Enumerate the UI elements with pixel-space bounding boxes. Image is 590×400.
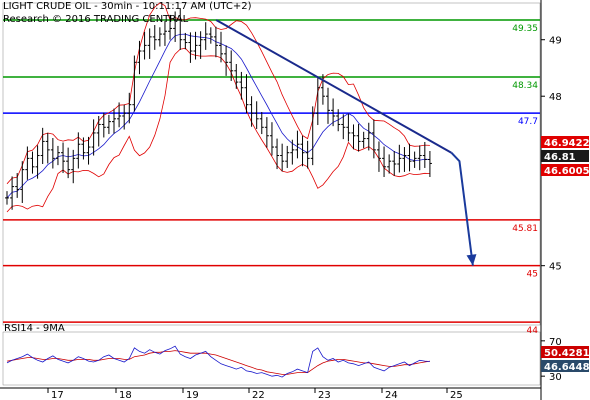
level-label: 45.81: [512, 224, 538, 234]
level-label: 47.7: [518, 117, 538, 127]
price-badge-label: 46.9422: [544, 138, 590, 149]
price-badge-label: 46.81: [544, 152, 576, 163]
price-badge-bollinger: [541, 164, 589, 176]
x-tick-label: 19: [186, 390, 199, 400]
x-tick-label: 22: [252, 390, 265, 400]
level-label: 45: [527, 270, 538, 280]
rsi-y-tick-label: 70: [549, 337, 562, 348]
rsi-badge-label: 50.4281: [544, 348, 590, 359]
price-badge-last: [541, 150, 589, 162]
rsi-panel-title: RSI14 - 9MA: [4, 323, 65, 334]
x-tick-label: 25: [450, 390, 463, 400]
forecast-arrow-head: [466, 254, 477, 266]
chart-title: LIGHT CRUDE OIL - 30min - 10:11:17 AM (U…: [3, 1, 252, 12]
y-tick-label: 45: [549, 262, 562, 273]
rsi-ma-line: [6, 350, 430, 375]
bollinger-upper-line: [6, 2, 430, 185]
chart-subtitle: Research © 2016 TRADING CENTRAL: [3, 14, 189, 25]
rsi-badge-label: 46.6448: [544, 362, 590, 373]
y-tick-label: 49: [549, 36, 562, 47]
level-label: 48.34: [512, 81, 538, 91]
rsi-plot-frame: [2, 331, 541, 386]
forecast-arrow-line: [450, 152, 474, 266]
x-tick-label: 18: [119, 390, 132, 400]
rsi-line: [6, 345, 430, 378]
moving-average-line: [6, 33, 430, 199]
level-label: 44: [527, 326, 539, 336]
price-badge-bollinger: [541, 136, 589, 148]
x-tick-label: 24: [385, 390, 398, 400]
price-badge-label: 46.6005: [544, 166, 590, 177]
level-label: 49.35: [512, 24, 538, 34]
x-tick-label: 17: [51, 390, 64, 400]
y-tick-label: 48: [549, 92, 562, 103]
rsi-y-tick-label: 30: [549, 372, 562, 383]
main-plot-frame: [2, 2, 541, 326]
rsi-badge-rsi_ma: [541, 346, 589, 358]
downtrend-line: [215, 19, 452, 154]
x-tick-label: 23: [318, 390, 331, 400]
rsi-badge-rsi: [541, 360, 589, 372]
bollinger-lower-line: [6, 47, 430, 213]
